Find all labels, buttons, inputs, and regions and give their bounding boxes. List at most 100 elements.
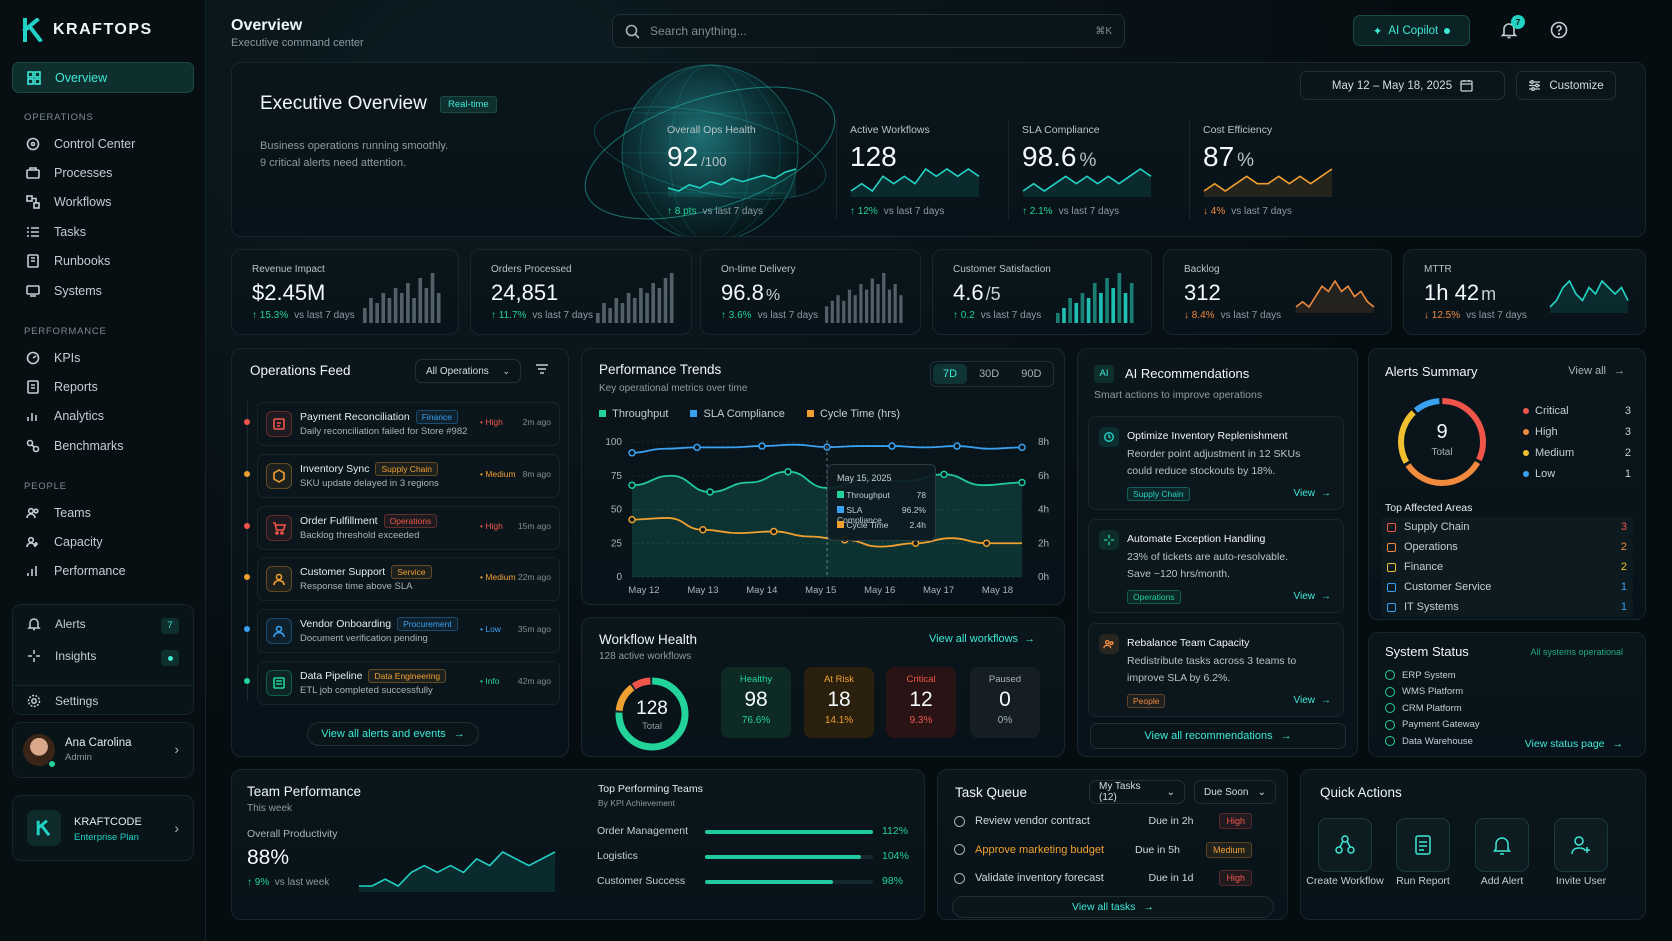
area-count: 2: [1620, 541, 1627, 553]
view-all-recommendations-button[interactable]: View all recommendations →: [1090, 723, 1346, 749]
nav-perf-reports[interactable]: Reports: [12, 371, 194, 402]
range-7d[interactable]: 7D: [933, 364, 968, 384]
task-checkbox[interactable]: [954, 844, 965, 855]
customize-label: Customize: [1549, 79, 1604, 92]
quick-action-button[interactable]: [1318, 818, 1372, 872]
customize-button[interactable]: Customize: [1516, 71, 1616, 100]
nav-perf-kpis[interactable]: KPIs: [12, 342, 194, 373]
ai-copilot-button[interactable]: ✦ AI Copilot: [1353, 15, 1470, 46]
feed-item-severity: • Medium: [480, 572, 516, 583]
recommendation-title: Rebalance Team Capacity: [1127, 637, 1250, 649]
workflow-status-box[interactable]: Healthy 98 76.6%: [721, 667, 791, 738]
quick-action-button[interactable]: [1554, 818, 1608, 872]
recommendation-view-link[interactable]: View →: [1293, 695, 1332, 706]
nav-alerts[interactable]: Alerts: [27, 617, 86, 631]
view-all-tasks-button[interactable]: View all tasks →: [952, 896, 1274, 918]
filter-icon[interactable]: [535, 362, 549, 381]
kpi-card[interactable]: MTTR 1h 42 m ↓ 12.5% vs last 7 days: [1403, 249, 1646, 335]
benchmarks-icon: [26, 439, 40, 453]
task-sort-select[interactable]: Due Soon ⌄: [1194, 780, 1276, 804]
search-input[interactable]: [650, 24, 1086, 38]
view-all-alerts-button[interactable]: View all alerts and events →: [307, 722, 479, 746]
kpi-card[interactable]: Backlog 312 ↓ 8.4% vs last 7 days: [1163, 249, 1392, 335]
date-range-picker[interactable]: May 12 – May 18, 2025: [1300, 71, 1505, 100]
nav-perf-benchmarks[interactable]: Benchmarks: [12, 430, 194, 461]
affected-area-row[interactable]: Finance 2: [1381, 557, 1633, 577]
feed-item[interactable]: Vendor Onboarding Procurement Document ver…: [257, 609, 560, 654]
feed-item[interactable]: Inventory Sync Supply Chain SKU update del…: [257, 453, 560, 498]
kpi-card[interactable]: Orders Processed 24,851 ↑ 11.7% vs last 7 d…: [470, 249, 692, 335]
data-point: [784, 467, 792, 476]
range-90d[interactable]: 90D: [1021, 368, 1042, 380]
task-filter-select[interactable]: My Tasks (12) ⌄: [1089, 780, 1185, 804]
recommendation-view-link[interactable]: View →: [1293, 591, 1332, 602]
trends-chart[interactable]: 0 0h 25 2h 50 4h 75 6h 100 8h May 12 May 13 May 14 Ma…: [582, 349, 1066, 606]
nav-perf-analytics[interactable]: Analytics: [12, 401, 194, 432]
alerts-donut: [1398, 398, 1486, 486]
workflow-status-box[interactable]: Critical 12 9.3%: [886, 667, 956, 738]
nav-ops-systems[interactable]: Systems: [12, 275, 194, 306]
kpi-bar: [614, 298, 619, 323]
alert-level-row[interactable]: Critical 3: [1523, 400, 1631, 421]
runbooks-icon: [26, 254, 40, 268]
nav-people-teams[interactable]: Teams: [12, 497, 194, 528]
user-card[interactable]: Ana Carolina Admin ›: [12, 722, 194, 778]
nav-ops-workflows[interactable]: Workflows: [12, 187, 194, 218]
kpi-bar: [1080, 293, 1085, 323]
kpi-bar: [842, 300, 846, 323]
workspace-name: KRAFTCODE: [74, 816, 142, 828]
affected-area-row[interactable]: Supply Chain 3: [1381, 517, 1633, 537]
view-all-workflows-link[interactable]: View all workflows →: [929, 633, 1036, 645]
feed-item[interactable]: Customer Support Service Response time abo…: [257, 557, 560, 602]
feed-item-time: 2m ago: [522, 417, 551, 427]
range-30d[interactable]: 30D: [979, 368, 1000, 380]
feed-filter-select[interactable]: All Operations ⌄: [415, 359, 521, 383]
kpi-card[interactable]: On-time Delivery 96.8% ↑ 3.6% vs last 7 day…: [700, 249, 921, 335]
kpi-bar: [1062, 308, 1066, 323]
hero-metric: Active Workflows 128 ↑ 12% vs last 7 days: [836, 63, 1020, 236]
quick-action-button[interactable]: [1396, 818, 1450, 872]
nav-ops-runbooks[interactable]: Runbooks: [12, 246, 194, 277]
kpi-card[interactable]: Customer Satisfaction 4.6/5 ↑ 0.2 vs last 7…: [932, 249, 1152, 335]
nav-people-performance[interactable]: Performance: [12, 556, 194, 587]
nav-people-capacity[interactable]: Capacity: [12, 526, 194, 557]
alert-level-row[interactable]: Low 1: [1523, 463, 1631, 484]
nav-ops-tasks[interactable]: Tasks: [12, 216, 194, 247]
feed-item[interactable]: Order Fulfillment Operations Backlog thres…: [257, 505, 560, 550]
brand-logo[interactable]: KRAFTOPS: [22, 18, 153, 42]
workflow-status-box[interactable]: At Risk 18 14.1%: [804, 667, 874, 738]
recommendation-card[interactable]: Automate Exception Handling 23% of ticket…: [1088, 519, 1344, 613]
alert-level-row[interactable]: Medium 2: [1523, 442, 1631, 463]
recommendation-card[interactable]: Optimize Inventory Replenishment Reorder …: [1088, 416, 1344, 510]
help-button[interactable]: [1548, 19, 1570, 41]
task-checkbox[interactable]: [954, 872, 965, 884]
alert-level-row[interactable]: High 3: [1523, 421, 1631, 442]
recommendation-card[interactable]: Rebalance Team Capacity Redistribute task…: [1088, 623, 1344, 717]
alerts-view-all-link[interactable]: View all →: [1568, 365, 1625, 377]
task-row[interactable]: Validate inventory forecast Due in 1d High: [954, 865, 1252, 891]
feed-item[interactable]: Payment Reconciliation Finance Daily recon…: [257, 402, 560, 446]
recommendation-tag: Operations: [1127, 590, 1181, 604]
nav-settings[interactable]: Settings: [27, 694, 98, 708]
sparkline-area: [1550, 281, 1628, 313]
nav-ops-control-center[interactable]: Control Center: [12, 128, 194, 159]
feed-item[interactable]: Data Pipeline Data Engineering ETL job com…: [257, 661, 560, 705]
affected-area-row[interactable]: Operations 2: [1381, 537, 1633, 557]
recommendation-view-link[interactable]: View →: [1293, 488, 1332, 499]
globe-illustration: [584, 64, 836, 236]
affected-area-row[interactable]: Customer Service 1: [1381, 577, 1633, 597]
kpi-card[interactable]: Revenue Impact $2.45M ↑ 15.3% vs last 7 day…: [231, 249, 459, 335]
task-checkbox[interactable]: [954, 815, 965, 827]
task-row[interactable]: Approve marketing budget Due in 5h Medium: [954, 837, 1252, 863]
search-bar[interactable]: ⌘K: [612, 14, 1125, 48]
nav-overview[interactable]: Overview: [12, 62, 194, 93]
quick-action-button[interactable]: [1475, 818, 1529, 872]
workflow-status-box[interactable]: Paused 0 0%: [970, 667, 1040, 738]
affected-area-row[interactable]: IT Systems 1: [1381, 597, 1633, 617]
task-row[interactable]: Review vendor contract Due in 2h High: [954, 808, 1252, 834]
view-status-page-link[interactable]: View status page →: [1524, 738, 1623, 750]
nav-insights[interactable]: Insights: [27, 649, 96, 663]
workspace-card[interactable]: KRAFTCODE Enterprise Plan ›: [12, 795, 194, 861]
kpi-bar: [1117, 273, 1122, 323]
nav-ops-processes[interactable]: Processes: [12, 157, 194, 188]
